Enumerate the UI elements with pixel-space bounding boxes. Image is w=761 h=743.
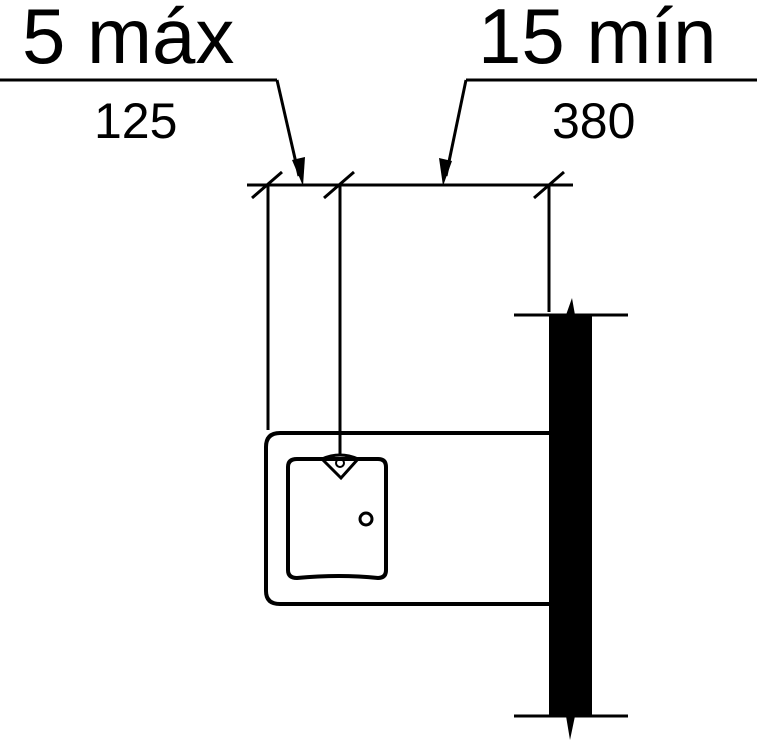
dimension-label-15-min: 15 mín bbox=[478, 0, 716, 80]
fountain-body bbox=[264, 431, 549, 606]
wall bbox=[514, 298, 628, 740]
fountain-basin bbox=[286, 457, 388, 581]
drain-icon bbox=[358, 511, 374, 527]
dimension-label-380: 380 bbox=[552, 93, 635, 149]
dimension-label-125: 125 bbox=[94, 93, 177, 149]
leader-arrow-5-max bbox=[275, 79, 305, 186]
spout-icon bbox=[319, 453, 361, 481]
spout-point bbox=[335, 458, 345, 468]
dimension-label-5-max: 5 máx bbox=[22, 0, 234, 80]
leader-arrow-15-min bbox=[439, 79, 468, 186]
